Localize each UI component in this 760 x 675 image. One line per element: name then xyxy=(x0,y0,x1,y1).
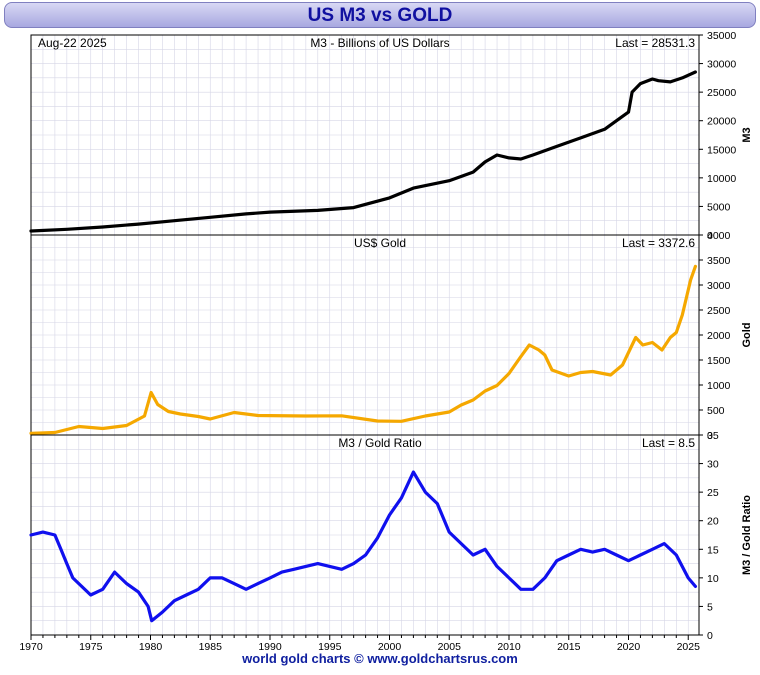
y-axis-label: M3 xyxy=(741,127,753,142)
y-axis-label: M3 / Gold Ratio xyxy=(741,495,753,575)
x-tick-label: 2025 xyxy=(677,641,701,653)
panel-title: M3 - Billions of US Dollars xyxy=(310,36,449,50)
y-tick-label: 35 xyxy=(707,430,719,442)
y-tick-label: 10 xyxy=(707,573,719,585)
y-tick-label: 2500 xyxy=(707,305,731,317)
ratio-line xyxy=(29,470,698,623)
y-tick-label: 0 xyxy=(707,630,713,642)
chart-title-bar: US M3 vs GOLD xyxy=(4,2,756,28)
panel-title: M3 / Gold Ratio xyxy=(338,436,422,450)
y-axis-label: Gold xyxy=(741,322,753,347)
x-tick-label: 1975 xyxy=(79,641,103,653)
y-tick-label: 1500 xyxy=(707,355,731,367)
y-tick-label: 3000 xyxy=(707,280,731,292)
y-tick-label: 1000 xyxy=(707,380,731,392)
y-tick-label: 500 xyxy=(707,405,725,417)
x-tick-label: 1980 xyxy=(139,641,163,653)
y-tick-label: 15000 xyxy=(707,144,736,156)
gold-line xyxy=(29,264,698,435)
x-tick-label: 2000 xyxy=(378,641,402,653)
y-tick-label: 30000 xyxy=(707,59,736,71)
x-tick-label: 1995 xyxy=(318,641,342,653)
panel-title: US$ Gold xyxy=(354,236,406,250)
x-tick-label: 1990 xyxy=(258,641,282,653)
y-tick-label: 3500 xyxy=(707,255,731,267)
y-tick-label: 0 xyxy=(707,430,713,442)
last-value-label: Last = 3372.6 xyxy=(622,236,695,250)
y-tick-label: 5000 xyxy=(707,201,731,213)
x-tick-label: 1970 xyxy=(19,641,43,653)
footer-credit: world gold charts © www.goldchartsrus.co… xyxy=(242,651,518,666)
y-tick-label: 20 xyxy=(707,516,719,528)
y-tick-label: 5 xyxy=(707,601,713,613)
y-tick-label: 15 xyxy=(707,544,719,556)
y-tick-label: 4000 xyxy=(707,230,731,242)
x-tick-label: 2020 xyxy=(617,641,641,653)
last-value-label: Last = 8.5 xyxy=(642,436,695,450)
date-label: Aug-22 2025 xyxy=(38,36,107,50)
x-tick-label: 1985 xyxy=(199,641,223,653)
m3-line xyxy=(29,70,698,233)
x-tick-label: 2005 xyxy=(438,641,462,653)
chart-title: US M3 vs GOLD xyxy=(307,5,453,26)
y-tick-label: 35000 xyxy=(707,30,736,42)
y-tick-label: 2000 xyxy=(707,330,731,342)
last-value-label: Last = 28531.3 xyxy=(615,36,695,50)
y-tick-label: 25000 xyxy=(707,87,736,99)
y-tick-label: 10000 xyxy=(707,173,736,185)
x-tick-label: 2010 xyxy=(497,641,521,653)
x-tick-label: 2015 xyxy=(557,641,581,653)
y-tick-label: 25 xyxy=(707,487,719,499)
y-tick-label: 20000 xyxy=(707,116,736,128)
y-tick-label: 30 xyxy=(707,459,719,471)
y-tick-label: 0 xyxy=(707,230,713,242)
